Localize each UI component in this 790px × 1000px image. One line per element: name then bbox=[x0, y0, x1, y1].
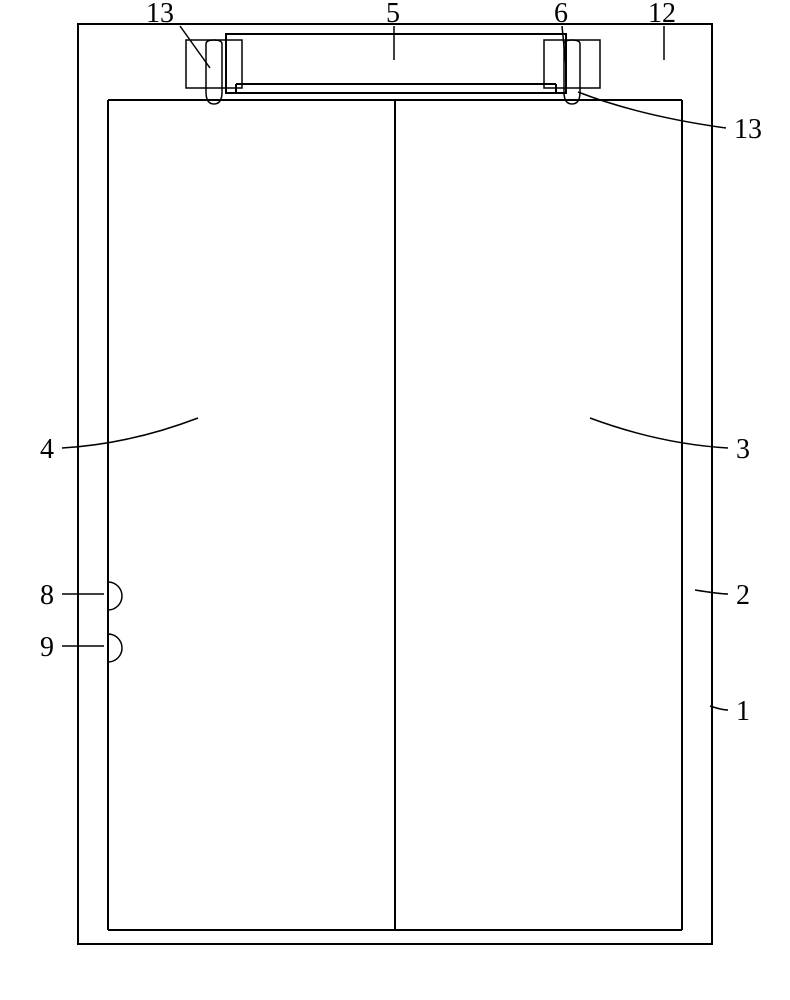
label-1: 1 bbox=[736, 696, 750, 728]
button-top bbox=[108, 582, 122, 610]
leader-4 bbox=[62, 418, 198, 448]
label-13b: 13 bbox=[734, 114, 762, 146]
button-bottom bbox=[108, 634, 122, 662]
leader-3 bbox=[590, 418, 728, 448]
label-3: 3 bbox=[736, 434, 750, 466]
label-6: 6 bbox=[554, 0, 568, 30]
technical-drawing-svg bbox=[0, 0, 790, 1000]
label-5: 5 bbox=[386, 0, 400, 30]
label-2: 2 bbox=[736, 580, 750, 612]
diagram-container: 13 5 6 12 13 4 3 2 1 8 9 bbox=[0, 0, 790, 1000]
label-13a: 13 bbox=[146, 0, 174, 30]
label-8: 8 bbox=[40, 580, 54, 612]
hanger-left bbox=[206, 40, 222, 104]
label-4: 4 bbox=[40, 434, 54, 466]
label-12: 12 bbox=[648, 0, 676, 30]
leader-13b bbox=[578, 92, 726, 128]
carriage-right bbox=[544, 40, 600, 88]
label-9: 9 bbox=[40, 632, 54, 664]
